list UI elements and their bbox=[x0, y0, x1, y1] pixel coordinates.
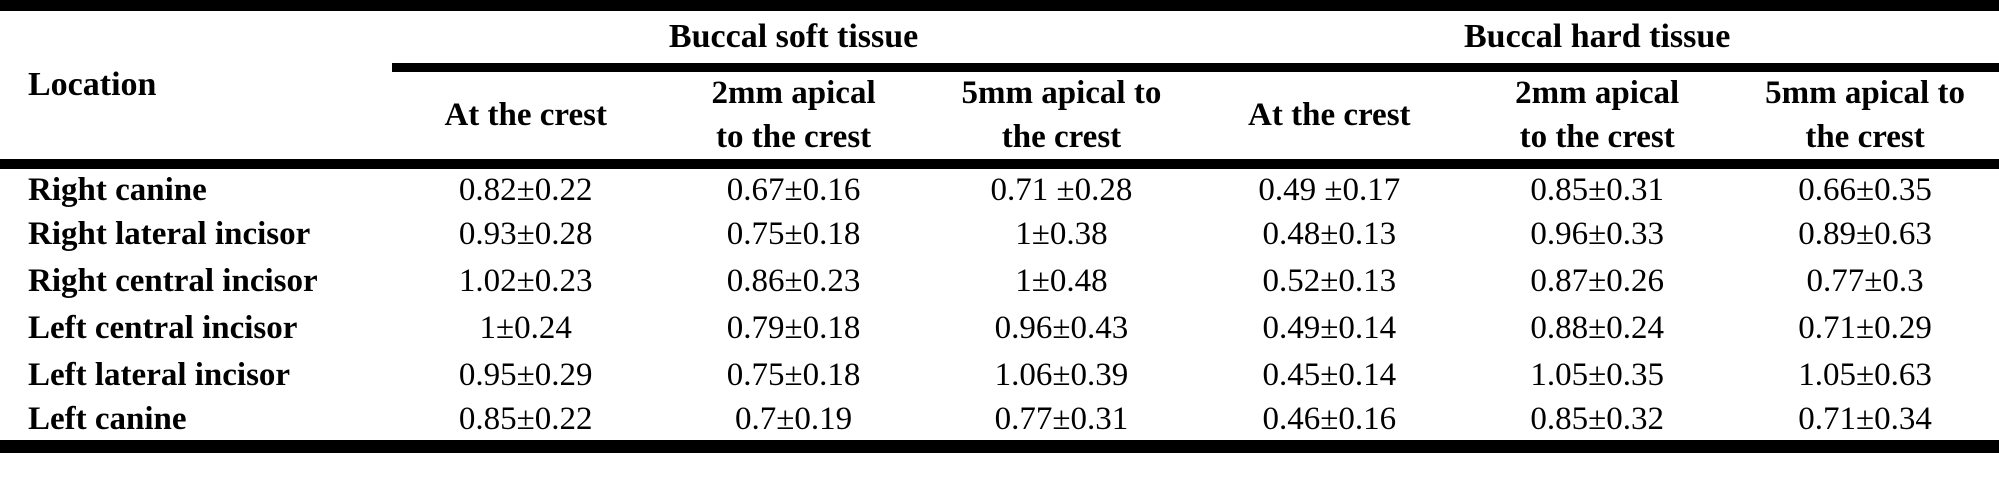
table-row: Left lateral incisor 0.95±0.29 0.75±0.18… bbox=[0, 352, 1999, 399]
value-cell: 0.45±0.14 bbox=[1262, 357, 1397, 394]
sub-header-hard-2mm-apical: 2mm apical to the crest bbox=[1463, 67, 1732, 170]
table-body: Right canine 0.82±0.22 0.67±0.16 0.71 ±0… bbox=[0, 164, 1999, 446]
value-cell: 0.93±0.28 bbox=[458, 216, 593, 253]
group-header-row: Location Buccal soft tissue Buccal hard … bbox=[0, 5, 1999, 170]
value-cell: 0.85±0.31 bbox=[1530, 171, 1664, 208]
value-cell: 0.87±0.26 bbox=[1530, 263, 1664, 300]
value-cell: 0.75±0.18 bbox=[726, 357, 861, 394]
sub-header-soft-2mm-apical: 2mm apical to the crest bbox=[659, 67, 928, 170]
location-column-header: Location bbox=[0, 5, 392, 170]
value-cell: 1.05±0.35 bbox=[1530, 357, 1664, 394]
table-row: Left canine 0.85±0.22 0.7±0.19 0.77±0.31… bbox=[0, 399, 1999, 446]
sub-header-soft-at-crest: At the crest bbox=[391, 67, 660, 170]
value-cell: 0.86±0.23 bbox=[726, 263, 861, 300]
value-cell: 0.77±0.31 bbox=[994, 400, 1129, 437]
row-label-left-lateral-incisor: Left lateral incisor bbox=[28, 357, 291, 394]
value-cell: 1±0.24 bbox=[479, 310, 572, 347]
sub-header-row: At the crest 2mm apical to the crest 5mm… bbox=[0, 67, 1999, 170]
row-label-left-canine: Left canine bbox=[28, 400, 187, 437]
value-cell: 1.02±0.23 bbox=[458, 263, 593, 300]
sub-header-soft-5mm-apical: 5mm apical to the crest bbox=[927, 67, 1196, 170]
tissue-thickness-table: Location Buccal soft tissue Buccal hard … bbox=[0, 0, 1999, 453]
sub-header-hard-5mm-apical: 5mm apical to the crest bbox=[1731, 67, 1999, 170]
value-cell: 1.06±0.39 bbox=[994, 357, 1129, 394]
table-row: Left central incisor 1±0.24 0.79±0.18 0.… bbox=[0, 305, 1999, 352]
value-cell: 0.96±0.43 bbox=[994, 310, 1129, 347]
value-cell: 0.95±0.29 bbox=[458, 357, 593, 394]
value-cell: 0.75±0.18 bbox=[726, 216, 861, 253]
value-cell: 0.48±0.13 bbox=[1262, 216, 1397, 253]
value-cell: 0.71±0.29 bbox=[1798, 310, 1932, 347]
value-cell: 0.71±0.34 bbox=[1798, 400, 1932, 437]
value-cell: 0.96±0.33 bbox=[1530, 216, 1664, 253]
group-header-buccal-soft-tissue: Buccal soft tissue bbox=[391, 5, 1196, 72]
value-cell: 0.7±0.19 bbox=[735, 400, 853, 437]
value-cell: 0.85±0.32 bbox=[1530, 400, 1664, 437]
value-cell: 0.52±0.13 bbox=[1262, 263, 1397, 300]
value-cell: 0.46±0.16 bbox=[1262, 400, 1397, 437]
value-cell: 0.85±0.22 bbox=[458, 400, 593, 437]
table-row: Right canine 0.82±0.22 0.67±0.16 0.71 ±0… bbox=[0, 164, 1999, 211]
row-label-left-central-incisor: Left central incisor bbox=[28, 310, 298, 347]
value-cell: 1.05±0.63 bbox=[1798, 357, 1932, 394]
value-cell: 1±0.48 bbox=[1015, 263, 1108, 300]
value-cell: 0.66±0.35 bbox=[1798, 171, 1932, 208]
value-cell: 1±0.38 bbox=[1015, 216, 1108, 253]
value-cell: 0.89±0.63 bbox=[1798, 216, 1932, 253]
value-cell: 0.71 ±0.28 bbox=[990, 171, 1133, 208]
value-cell: 0.49±0.14 bbox=[1262, 310, 1397, 347]
sub-header-hard-at-crest: At the crest bbox=[1195, 67, 1464, 170]
table-row: Right central incisor 1.02±0.23 0.86±0.2… bbox=[0, 258, 1999, 305]
group-header-buccal-hard-tissue: Buccal hard tissue bbox=[1195, 5, 1999, 72]
value-cell: 0.77±0.3 bbox=[1806, 263, 1924, 300]
value-cell: 0.88±0.24 bbox=[1530, 310, 1664, 347]
value-cell: 0.67±0.16 bbox=[726, 171, 861, 208]
value-cell: 0.79±0.18 bbox=[726, 310, 861, 347]
row-label-right-canine: Right canine bbox=[28, 171, 207, 208]
row-label-right-lateral-incisor: Right lateral incisor bbox=[28, 216, 311, 253]
table-row: Right lateral incisor 0.93±0.28 0.75±0.1… bbox=[0, 211, 1999, 258]
table-header: Location Buccal soft tissue Buccal hard … bbox=[0, 5, 1999, 170]
row-label-right-central-incisor: Right central incisor bbox=[28, 263, 318, 300]
value-cell: 0.49 ±0.17 bbox=[1258, 171, 1401, 208]
value-cell: 0.82±0.22 bbox=[458, 171, 593, 208]
